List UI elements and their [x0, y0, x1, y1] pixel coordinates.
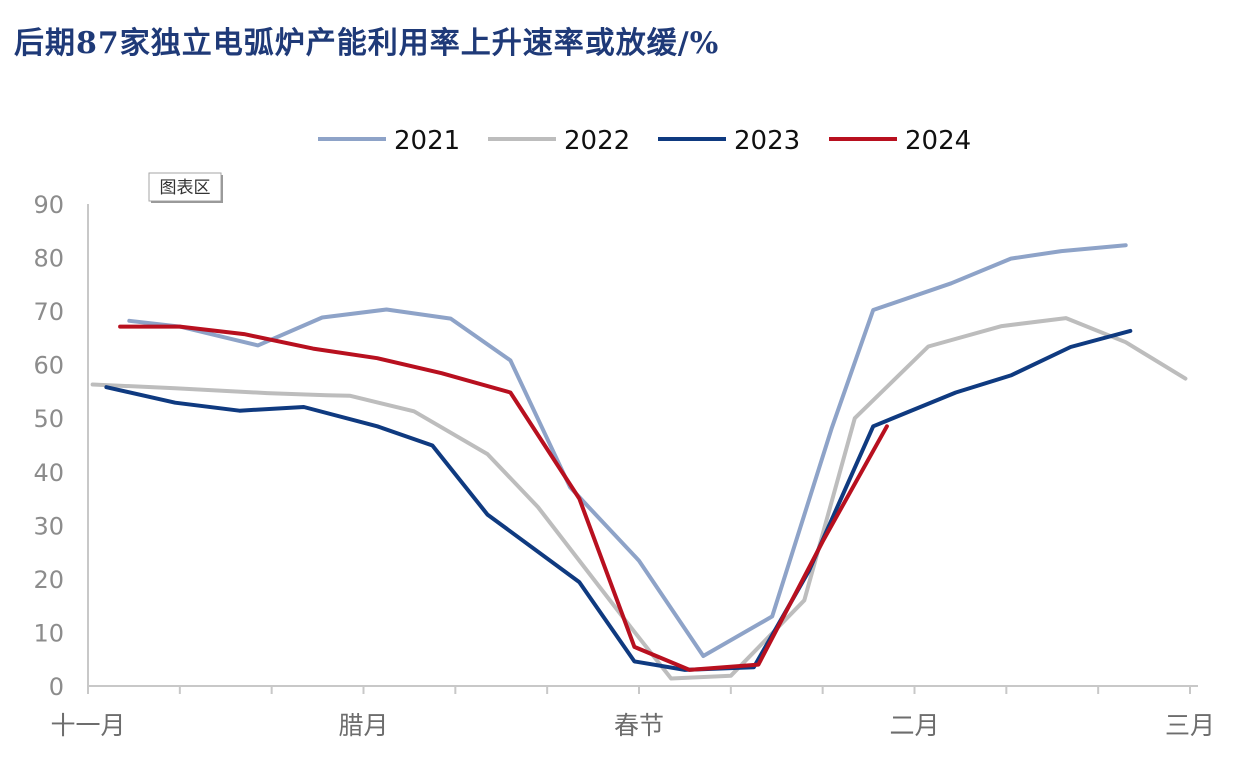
y-tick-label: 80	[33, 245, 64, 273]
series-line-2022	[90, 316, 1188, 681]
x-tick-label: 二月	[889, 711, 939, 740]
y-tick-label: 10	[33, 619, 64, 647]
legend: 2021 2022 2023 2024	[318, 126, 971, 156]
y-tick-label: 40	[33, 459, 64, 487]
x-tick-label: 腊月	[338, 711, 388, 740]
legend-label-2024: 2024	[905, 126, 971, 156]
y-tick-label: 70	[33, 298, 64, 326]
legend-label-2021: 2021	[394, 126, 460, 156]
y-tick-label: 30	[33, 512, 64, 540]
series-line-2021	[127, 243, 1128, 658]
legend-label-2022: 2022	[564, 126, 630, 156]
y-axis: 0 10 20 30 40 50 60 70 80 90	[33, 191, 89, 701]
x-tick-label: 三月	[1165, 711, 1215, 740]
x-axis: 十一月 腊月 春节 二月 三月	[50, 685, 1215, 740]
y-tick-label: 60	[33, 352, 64, 380]
chart-area-tag: 图表区	[148, 172, 223, 203]
series-group	[90, 243, 1188, 681]
x-tick-label: 十一月	[50, 711, 125, 740]
x-tick-label: 春节	[614, 711, 664, 740]
chart-title: 后期87家独立电弧炉产能利用率上升速率或放缓/%	[14, 26, 720, 61]
y-tick-label: 20	[33, 566, 64, 594]
series-line-2023	[104, 328, 1133, 672]
legend-label-2023: 2023	[734, 126, 800, 156]
chart-area-tag-text: 图表区	[160, 178, 211, 198]
y-tick-label: 50	[33, 405, 64, 433]
series-line-2024	[118, 324, 889, 672]
y-tick-label: 0	[49, 673, 64, 701]
y-tick-label: 90	[33, 191, 64, 219]
